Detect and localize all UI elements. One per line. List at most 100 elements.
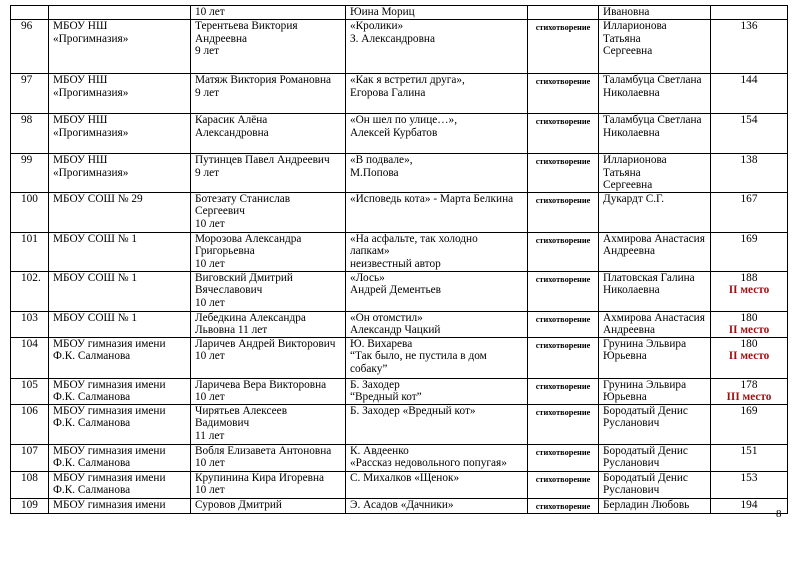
- text-line: Ф.К. Салманова: [53, 457, 131, 469]
- school-cell: МБОУ НШ «Прогимназия»: [48, 153, 191, 193]
- name-cell: Матяж Виктория Романовна 9 лет: [190, 73, 346, 114]
- number-cell: 97: [10, 73, 49, 114]
- text-line: «Прогимназия»: [53, 126, 129, 139]
- place-label: III место: [726, 391, 772, 403]
- text-line: Юрьевна: [603, 391, 647, 403]
- cell-text: 167: [740, 192, 758, 205]
- score-cell: 167: [710, 191, 788, 233]
- type-cell: стихотворение: [527, 73, 599, 114]
- text-line: Алексей Курбатов: [350, 126, 438, 139]
- text-line: «Он шел по улице…»,: [350, 114, 458, 127]
- cell-text: стихотворение: [535, 195, 591, 205]
- text-line: Бородатый Денис: [603, 444, 688, 457]
- score-cell: 194: [710, 497, 788, 514]
- text-line: МБОУ НШ: [53, 74, 108, 87]
- text-line: Илларионова Татьяна: [603, 20, 667, 45]
- text-line: Ю. Вихарева: [350, 337, 413, 350]
- name-cell: Виговский Дмитрий Вячеславович 10 лет: [190, 270, 346, 312]
- number-cell: 96: [10, 19, 49, 74]
- cell-text: 153: [740, 471, 758, 484]
- text-line: Путинцев Павел Андреевич: [195, 154, 330, 166]
- school-cell: [48, 5, 191, 20]
- text-line: «Лось»: [350, 271, 385, 284]
- place-label: II место: [728, 324, 770, 336]
- cell-text: 151: [740, 444, 758, 457]
- text-line: Крупинина Кира Игоревна: [195, 471, 325, 484]
- text-line: Андрей Дементьев: [350, 284, 441, 296]
- number-cell: 100: [10, 191, 49, 233]
- text-line: Ботезату Станислав: [195, 192, 291, 205]
- name-cell: 10 лет: [190, 5, 346, 20]
- text-line: Бородатый Денис: [603, 471, 688, 484]
- number-cell: 99: [10, 153, 49, 193]
- text-line: Григорьевна: [195, 245, 255, 257]
- text-line: Ф.К. Салманова: [53, 391, 131, 403]
- number-cell: 101: [10, 231, 49, 272]
- school-cell: МБОУ НШ «Прогимназия»: [48, 19, 191, 74]
- teacher-cell: Ахмирова Анастасия Андреевна: [598, 231, 711, 272]
- work-cell: Б. Заходер “Вредный кот”: [345, 377, 528, 405]
- text-line: МБОУ гимназия имени: [53, 378, 166, 391]
- cell-text: 108: [21, 471, 38, 484]
- text-line: Таламбуца Светлана: [603, 114, 702, 127]
- text-line: «Он отомстил»: [350, 311, 423, 324]
- school-cell: МБОУ СОШ № 29: [48, 191, 191, 233]
- text-line: “Так было, не пустила в дом: [350, 350, 487, 362]
- table-row: 101 МБОУ СОШ № 1 Морозова Александра Григор…: [10, 231, 788, 272]
- work-cell: К. Авдеенко «Рассказ недовольного попугая…: [345, 443, 528, 472]
- text-line: 10 лет: [195, 217, 225, 230]
- cell-text: 180: [740, 311, 758, 324]
- table-row: 100 МБОУ СОШ № 29 Ботезату Станислав Сергее…: [10, 191, 788, 233]
- text-line: Сергеевна: [603, 179, 653, 191]
- work-cell: «Исповедь кота» - Марта Белкина: [345, 191, 528, 233]
- text-line: 10 лет: [195, 350, 225, 362]
- table-row: 108 МБОУ гимназия имени Ф.К. Салманова Круп…: [10, 470, 788, 499]
- text-line: С. Михалков «Щенок»: [350, 471, 460, 484]
- text-line: неизвестный автор: [350, 257, 441, 270]
- name-cell: Лебедкина Александра Львовна 11 лет: [190, 310, 346, 338]
- text-line: «Прогимназия»: [53, 32, 129, 45]
- table-row: 97 МБОУ НШ «Прогимназия» Матяж Виктория Ром…: [10, 73, 788, 114]
- cell-text: 169: [740, 404, 758, 417]
- text-line: «Исповедь кота» - Марта Белкина: [350, 192, 514, 205]
- cell-text: 98: [21, 114, 33, 127]
- text-line: «Прогимназия»: [53, 166, 129, 179]
- text-line: Чирятьев Алексеев: [195, 404, 288, 417]
- cell-text: стихотворение: [535, 407, 591, 417]
- cell-text: стихотворение: [535, 314, 591, 324]
- type-cell: стихотворение: [527, 377, 599, 405]
- cell-text: стихотворение: [535, 23, 591, 32]
- cell-text: 136: [740, 20, 758, 33]
- text-line: Сергеевич: [195, 205, 245, 217]
- school-cell: МБОУ СОШ № 1: [48, 270, 191, 312]
- text-line: лапкам»: [350, 245, 390, 257]
- text-line: Андреевна: [603, 324, 656, 336]
- text-line: Николаевна: [603, 284, 660, 296]
- text-line: 10 лет: [195, 391, 225, 403]
- text-line: Берладин Любовь: [603, 498, 690, 511]
- table-row: 106 МБОУ гимназия имени Ф.К. Салманова Чиря…: [10, 403, 788, 445]
- score-cell: 153: [710, 470, 788, 499]
- cell-text: 102.: [21, 271, 41, 284]
- text-line: Ахмирова Анастасия: [603, 232, 705, 245]
- text-line: Э. Асадов «Дачники»: [350, 498, 454, 511]
- teacher-cell: Грунина Эльвира Юрьевна: [598, 377, 711, 405]
- type-cell: стихотворение: [527, 231, 599, 272]
- text-line: Сергеевна: [603, 45, 653, 57]
- school-cell: МБОУ гимназия имени Ф.К. Салманова: [48, 443, 191, 472]
- text-line: “Вредный кот”: [350, 391, 422, 403]
- text-line: МБОУ СОШ № 1: [53, 311, 137, 324]
- cell-text: стихотворение: [535, 340, 591, 350]
- cell-text: стихотворение: [535, 501, 591, 511]
- text-line: Б. Заходер «Вредный кот»: [350, 404, 476, 417]
- text-line: Вобля Елизавета Антоновна: [195, 444, 332, 457]
- type-cell: стихотворение: [527, 191, 599, 233]
- cell-text: стихотворение: [535, 274, 591, 284]
- score-cell: [710, 5, 788, 20]
- name-cell: Ларичев Андрей Викторович 10 лет: [190, 336, 346, 379]
- score-cell: 169: [710, 231, 788, 272]
- text-line: Грунина Эльвира: [603, 378, 687, 391]
- text-line: Русланович: [603, 457, 660, 469]
- school-cell: МБОУ гимназия имени Ф.К. Салманова: [48, 377, 191, 405]
- text-line: МБОУ НШ: [53, 20, 108, 33]
